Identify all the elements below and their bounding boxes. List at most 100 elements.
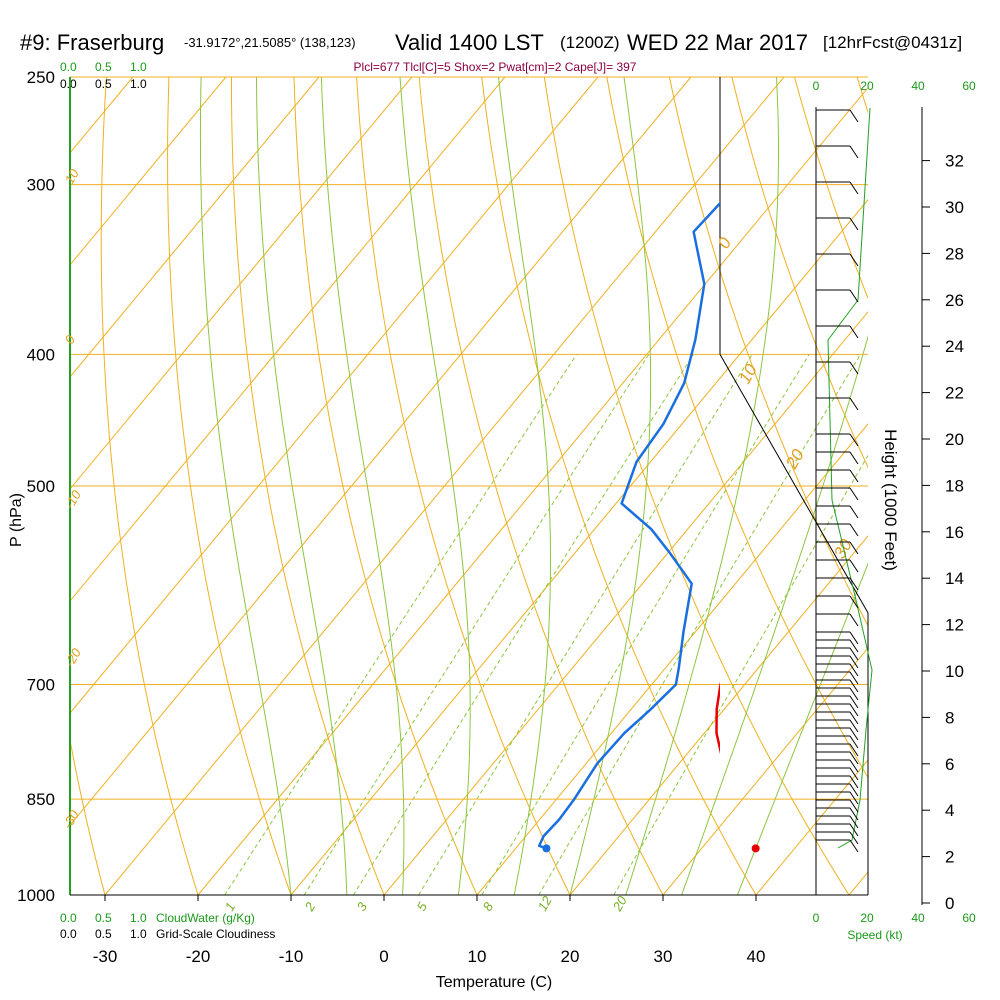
mixing-ratio-label: 2 xyxy=(301,899,318,914)
dry-adiabat-line xyxy=(481,77,757,895)
height-tick-label: 4 xyxy=(945,801,954,820)
mixing-ratio-label: 3 xyxy=(354,899,371,913)
title-group: #9: Fraserburg -31.9172°,21.5085° (138,1… xyxy=(20,30,962,74)
wind-barb-flag xyxy=(849,639,859,653)
mixing-ratio-line xyxy=(418,354,753,895)
cloudwater-tick-bottom: 0.5 xyxy=(95,911,112,925)
moist-adiabat-line xyxy=(199,77,292,895)
wind-barb-flag xyxy=(849,289,859,303)
cloudwater-tick-bottom: 0.0 xyxy=(60,911,77,925)
wind-barb-flag xyxy=(849,631,859,645)
dry-adiabat-line xyxy=(982,77,1000,895)
dry-adiabat-line xyxy=(418,77,664,895)
station-coords: -31.9172°,21.5085° (138,123) xyxy=(184,35,356,50)
wind-panel xyxy=(816,107,873,853)
height-tick-label: 12 xyxy=(945,616,964,635)
cloudwater-label: CloudWater (g/Kg) xyxy=(156,911,255,925)
mixing-ratio-label: 8 xyxy=(480,899,497,913)
wind-speed-profile xyxy=(827,107,873,849)
cloudiness-tick-bottom: 0.0 xyxy=(60,927,77,941)
isotherm-label: 10 xyxy=(62,166,83,187)
zulu-time: (1200Z) xyxy=(560,33,620,52)
dry-adiabat-line xyxy=(356,77,571,895)
wind-barb-flag xyxy=(849,687,859,701)
dry-adiabat-line xyxy=(668,77,868,627)
y-axis-title: P (hPa) xyxy=(8,493,25,547)
height-tick-label: 14 xyxy=(945,569,964,588)
x-axis-title: Temperature (C) xyxy=(436,974,552,991)
moist-adiabat-line xyxy=(736,562,868,895)
isotherm-label: -10 xyxy=(62,487,85,511)
isotherm-label: 0 xyxy=(714,234,735,252)
dry-adiabat-line xyxy=(293,77,478,895)
wind-barb-flag xyxy=(849,217,859,231)
wind-barb-flag xyxy=(849,711,859,725)
mixing-ratio-label: 5 xyxy=(414,899,431,913)
speed-tick-top: 20 xyxy=(860,79,874,93)
wind-barb-flag xyxy=(849,767,859,781)
cloud-scales: 0.0 0.5 1.0 0.0 0.5 1.0 0.0 0.5 1.0 Clou… xyxy=(60,60,275,941)
wind-barb-flag xyxy=(849,799,859,813)
cloudwater-tick-top: 1.0 xyxy=(130,60,147,74)
wind-barb-flag xyxy=(849,655,859,669)
height-tick-label: 6 xyxy=(945,755,954,774)
x-tick-label: -10 xyxy=(279,947,304,966)
mixing-ratio-label: 12 xyxy=(535,893,556,914)
x-tick-label: 10 xyxy=(468,947,487,966)
x-tick-label: 20 xyxy=(561,947,580,966)
forecast-info: [12hrFcst@0431z] xyxy=(823,33,962,52)
moist-adiabat-line xyxy=(569,77,652,895)
wind-barb-flag xyxy=(849,783,859,797)
dry-adiabat-line xyxy=(543,77,850,895)
height-tick-label: 16 xyxy=(945,523,964,542)
mixing-ratio-line xyxy=(538,354,861,895)
speed-tick-bottom: 40 xyxy=(911,911,925,925)
wind-barb-flag xyxy=(849,823,859,837)
valid-time: Valid 1400 LST xyxy=(395,30,544,55)
wind-barb-flag xyxy=(849,831,859,845)
speed-tick-top: 60 xyxy=(962,79,976,93)
wind-barb-flag xyxy=(849,109,859,123)
height-tick-label: 22 xyxy=(945,384,964,403)
valid-date: WED 22 Mar 2017 xyxy=(627,30,808,55)
moist-adiabat-line xyxy=(625,77,779,895)
axis-titles: Temperature (C) P (hPa) Height (1000 Fee… xyxy=(8,429,900,991)
isotherm-line xyxy=(70,77,227,266)
wind-barb-flag xyxy=(849,671,859,685)
speed-tick-bottom: 60 xyxy=(962,911,976,925)
wind-barb-flag xyxy=(849,325,859,339)
cloudwater-tick-bottom: 1.0 xyxy=(130,911,147,925)
speed-tick-bottom: 20 xyxy=(860,911,874,925)
height-tick-label: 20 xyxy=(945,430,964,449)
mixing-ratio-line xyxy=(303,354,650,895)
height-tick-label: 24 xyxy=(945,337,964,356)
wind-barb-flag xyxy=(849,743,859,757)
wind-barb-flag xyxy=(849,719,859,733)
wind-barb-flag xyxy=(849,663,859,677)
surface-markers xyxy=(542,844,760,853)
wind-barb-flag xyxy=(849,775,859,789)
dewpoint-line xyxy=(537,201,720,850)
dry-adiabat-line xyxy=(856,77,868,114)
wind-barb-flag xyxy=(849,595,859,609)
height-tick-label: 32 xyxy=(945,152,964,171)
x-tick-label: 30 xyxy=(654,947,673,966)
cloudiness-tick-top: 1.0 xyxy=(130,77,147,91)
isotherm-line xyxy=(70,77,320,378)
wind-barb-flag xyxy=(849,451,859,465)
surface-temperature-marker xyxy=(751,844,760,853)
wind-barb-flag xyxy=(849,695,859,709)
pressure-tick-label: 1000 xyxy=(17,886,55,905)
dry-adiabat-line xyxy=(606,77,868,779)
x-axis-ticks: -30 -20 -10 0 10 20 30 40 xyxy=(93,895,766,966)
wind-barb-flag xyxy=(849,647,859,661)
dry-adiabat-line xyxy=(731,77,868,469)
wind-barb-flag xyxy=(849,469,859,483)
isotherm-line xyxy=(848,871,868,895)
wind-barb-flag xyxy=(849,145,859,159)
cloudiness-tick-bottom: 1.0 xyxy=(130,927,147,941)
isotherm-label: -30 xyxy=(60,807,83,831)
x-tick-label: 40 xyxy=(747,947,766,966)
height-axis-title: Height (1000 Feet) xyxy=(881,429,900,571)
